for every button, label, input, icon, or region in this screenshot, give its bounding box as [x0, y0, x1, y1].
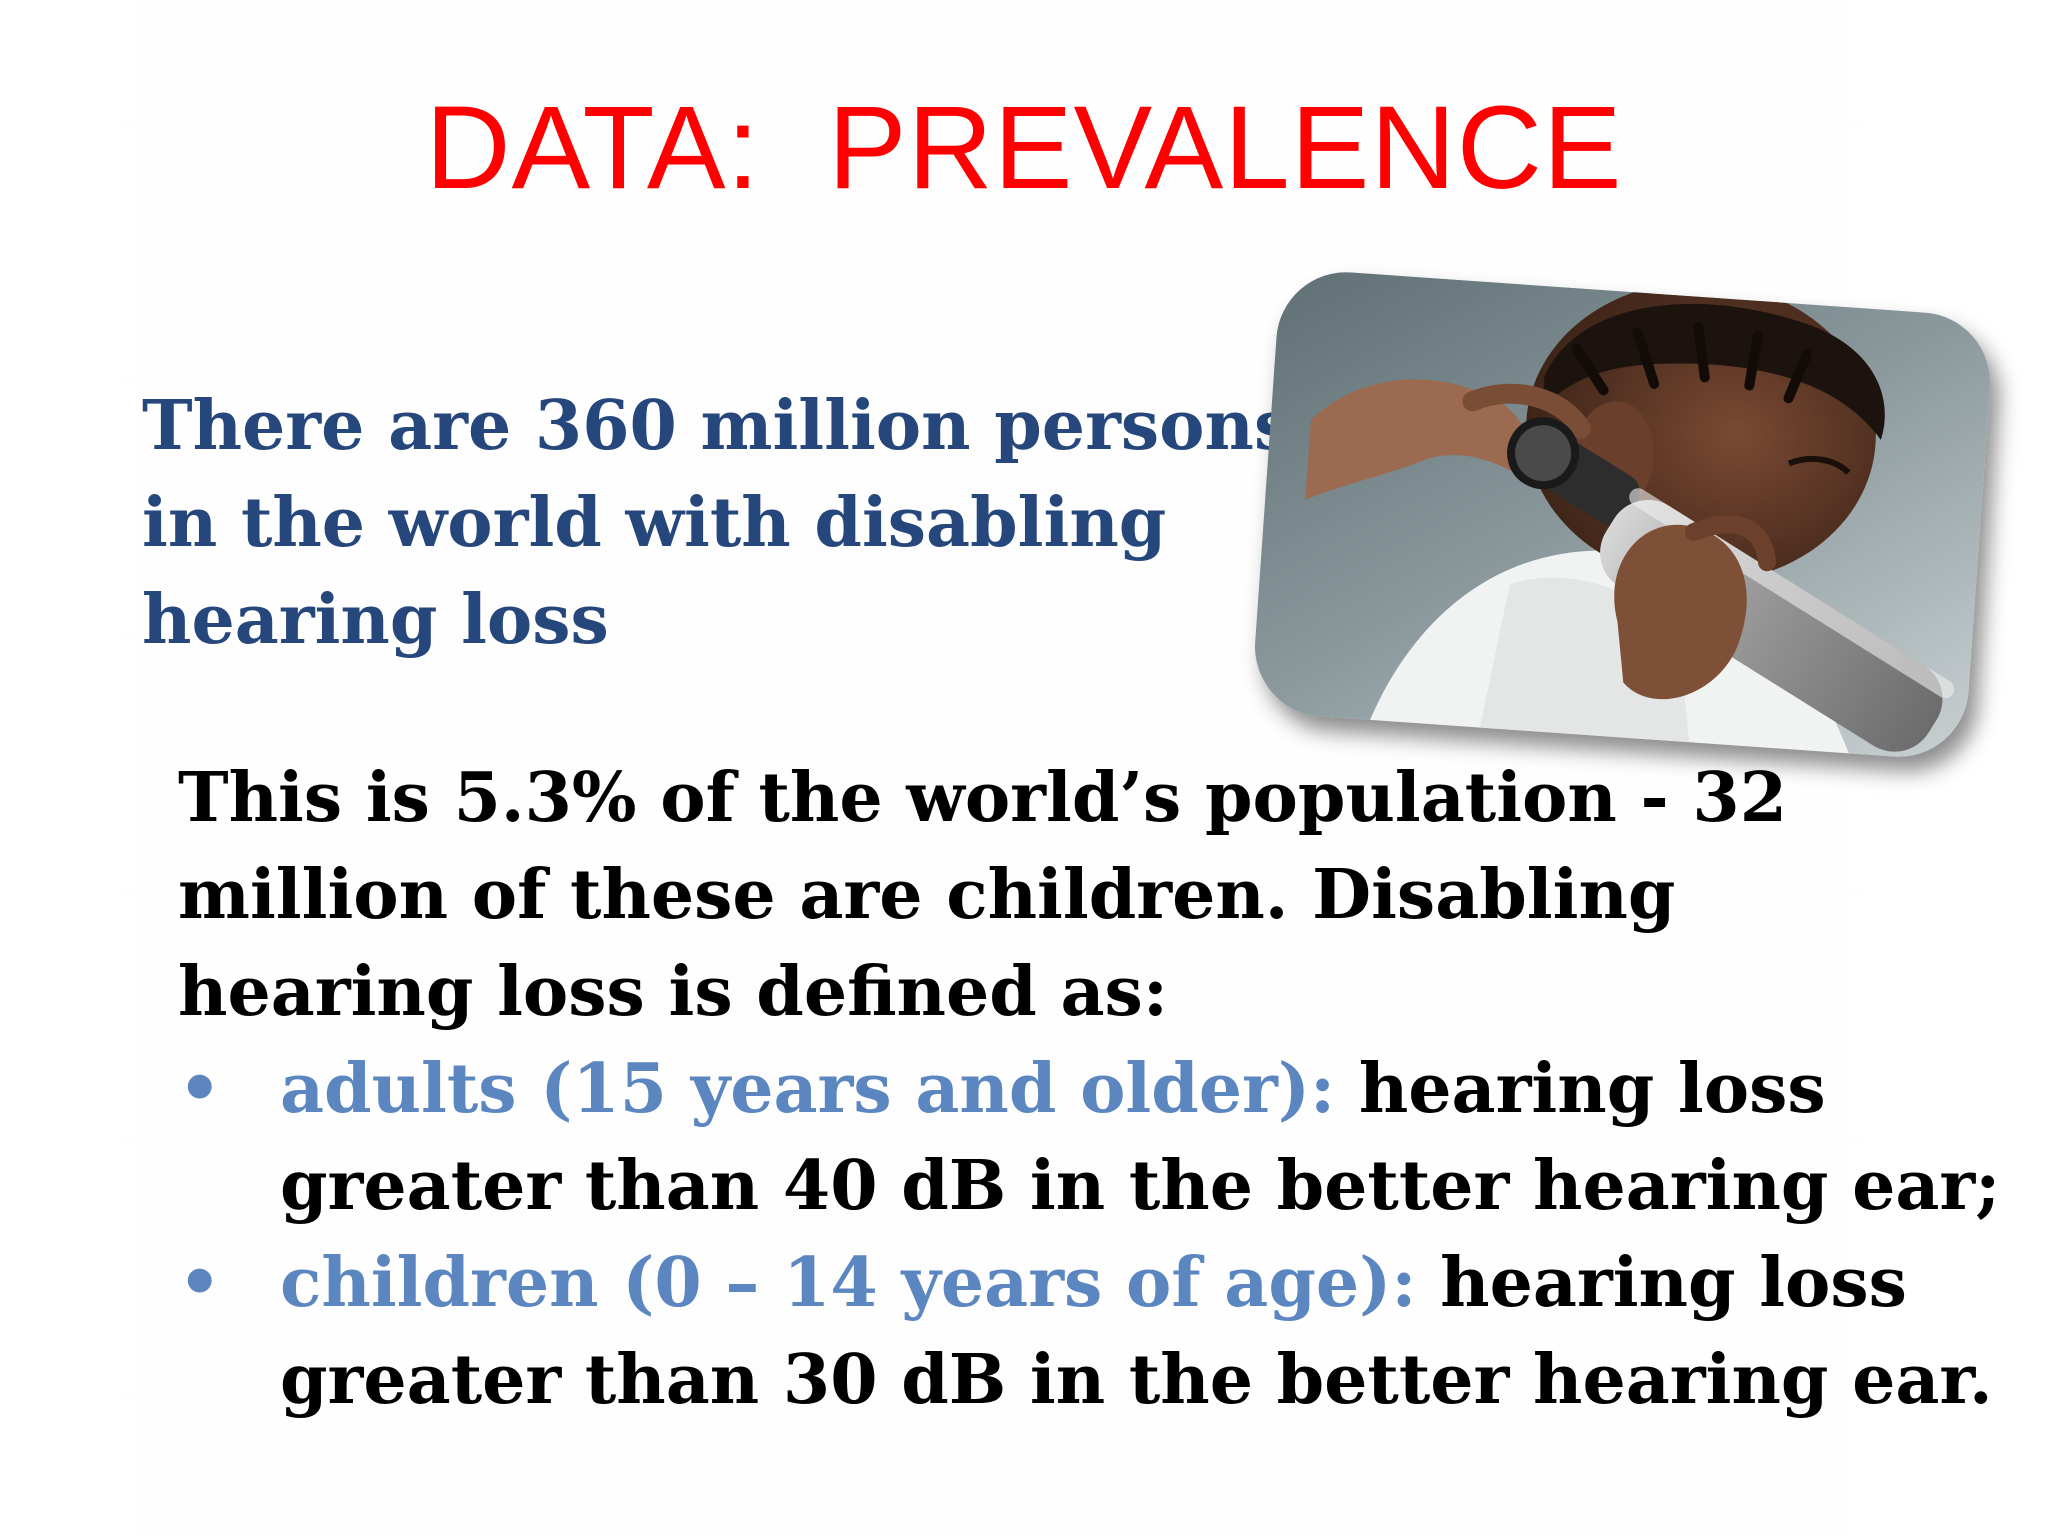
list-item: • adults (15 years and older): hearing l…	[178, 1041, 2001, 1235]
bullet-text: hearing loss	[1335, 1049, 1826, 1129]
intro-line: hearing loss	[142, 580, 609, 660]
ear-exam-illustration	[1250, 267, 1995, 762]
body-line: This is 5.3% of the world’s population -…	[178, 758, 1788, 838]
body-line: hearing loss is defined as:	[178, 952, 1168, 1032]
intro-line: in the world with disabling	[142, 483, 1167, 563]
bullet-text: hearing loss	[1416, 1243, 1907, 1323]
definition-body: This is 5.3% of the world’s population -…	[178, 750, 2001, 1429]
list-item: • children (0 – 14 years of age): hearin…	[178, 1235, 1993, 1429]
definition-list: • adults (15 years and older): hearing l…	[178, 1041, 2001, 1429]
bullet-text: greater than 30 dB in the better hearing…	[280, 1340, 1993, 1420]
intro-line: There are 360 million persons	[142, 386, 1293, 466]
photo-frame	[1250, 267, 1995, 762]
bullet-term: adults (15 years and older):	[280, 1049, 1336, 1129]
body-line: million of these are children. Disabling	[178, 855, 1676, 935]
ear-examination-photo	[1250, 267, 1995, 762]
bullet-icon: •	[178, 1244, 222, 1323]
bullet-text: greater than 40 dB in the better hearing…	[280, 1146, 2001, 1226]
bullet-icon: •	[178, 1050, 222, 1129]
bullet-term: children (0 – 14 years of age):	[280, 1243, 1417, 1323]
slide-title: DATA: PREVALENCE	[425, 82, 1623, 214]
intro-statement: There are 360 million persons in the wor…	[142, 378, 1293, 669]
